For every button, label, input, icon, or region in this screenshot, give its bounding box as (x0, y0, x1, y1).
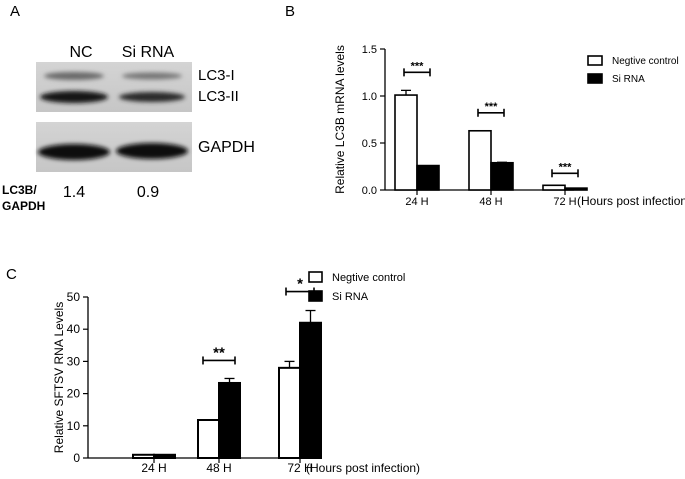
panel-c-y-tick-label: 10 (67, 419, 81, 433)
lc3-i-band-nc (44, 72, 104, 80)
panel-c-x-tick-label: 48 H (206, 461, 231, 475)
panel-c-bar-si-rna (218, 381, 241, 459)
panel-a-letter: A (10, 3, 20, 20)
panel-b-y-tick-label: 1.0 (362, 91, 377, 103)
panel-b-significance-stars: *** (559, 161, 573, 173)
panel-c-bar-negative-control (197, 419, 220, 459)
lc3-i-band-si (122, 72, 182, 80)
panel-c-x-tick-label: 24 H (141, 461, 166, 475)
panel-c-bar-negative-control (278, 366, 301, 459)
panel-b-x-tick-label: 72 H (553, 196, 576, 208)
column-label-nc: NC (69, 44, 92, 61)
panel-b-bar-si-rna (564, 187, 588, 191)
band-label-lc3-ii: LC3-II (198, 88, 239, 105)
panel-c-y-axis-label: Relative SFTSV RNA Levels (52, 302, 66, 453)
panel-c-significance-stars: * (297, 276, 303, 293)
panel-c-significance-stars: ** (213, 344, 225, 361)
panel-b-significance-stars: *** (485, 101, 499, 113)
gapdh-band-si (116, 143, 188, 159)
panel-b-y-tick-label: 1.5 (362, 44, 377, 56)
panel-b-y-tick-label: 0.0 (362, 185, 377, 197)
panel-b-letter: B (285, 3, 295, 20)
panel-b-y-axis-label: Relative LC3B mRNA levels (333, 45, 347, 194)
panel-b-x-axis-label: (Hours post infection) (577, 194, 685, 208)
panel-b-legend-label: Negtive control (612, 56, 679, 67)
panel-c-letter: C (6, 266, 17, 283)
panel-b-legend-swatch (587, 55, 603, 66)
ratio-label-line2: GAPDH (2, 199, 45, 213)
panel-b-significance-stars: *** (411, 60, 425, 72)
ratio-label-line1: LC3B/ (2, 183, 37, 197)
panel-c-y-tick-label: 40 (67, 322, 81, 336)
panel-b-bar-si-rna (490, 161, 514, 191)
panel-c-bar-negative-control (132, 453, 155, 459)
panel-b-y-tick-label: 0.5 (362, 138, 377, 150)
panel-b-legend-swatch (587, 73, 603, 84)
panel-c-legend-label: Si RNA (332, 291, 369, 303)
lc3-ii-band-nc (40, 91, 108, 103)
panel-c-bar-si-rna (299, 321, 322, 460)
lc3-blot (36, 62, 192, 112)
panel-c-legend-swatch (308, 290, 323, 302)
ratio-value-si: 0.9 (137, 184, 159, 201)
lc3-blot-membrane (36, 62, 192, 112)
panel-b-bar-si-rna (416, 164, 440, 191)
panel-c-y-tick-label: 30 (67, 354, 81, 368)
band-label-gapdh: GAPDH (198, 139, 255, 156)
band-label-lc3-i: LC3-I (198, 67, 235, 84)
ratio-value-nc: 1.4 (63, 184, 85, 201)
gapdh-band-nc (38, 144, 110, 160)
panel-c-y-tick-label: 50 (67, 290, 81, 304)
panel-c-x-axis-label: (Hours post infection) (306, 461, 420, 475)
panel-c-x-tick-label: 72 H (287, 461, 312, 475)
panel-b-x-tick-label: 48 H (479, 196, 502, 208)
lc3-ii-band-si (119, 92, 185, 102)
panel-c-bar-si-rna (153, 453, 176, 459)
panel-b-x-tick-label: 24 H (405, 196, 428, 208)
panel-b-bar-negative-control (542, 184, 566, 191)
gapdh-blot (36, 122, 192, 172)
column-label-si-rna: Si RNA (122, 44, 175, 61)
panel-b-legend-label: Si RNA (612, 74, 645, 85)
panel-c-y-tick-label: 20 (67, 387, 81, 401)
panel-c-legend-label: Negtive control (332, 272, 405, 284)
panel-b-bar-negative-control (394, 94, 418, 191)
panel-b-bar-negative-control (468, 129, 492, 191)
panel-b-chart: B 0.0 0.5 1.0 1.5 Relative LC3B mRNA levels 2… (285, 3, 685, 208)
panel-c-y-tick-label: 0 (73, 451, 80, 465)
panel-c-legend-swatch (308, 271, 323, 283)
panel-a: A NC Si RNA LC3-I LC3-II GAPDH LC3B/ GAP… (2, 3, 255, 213)
